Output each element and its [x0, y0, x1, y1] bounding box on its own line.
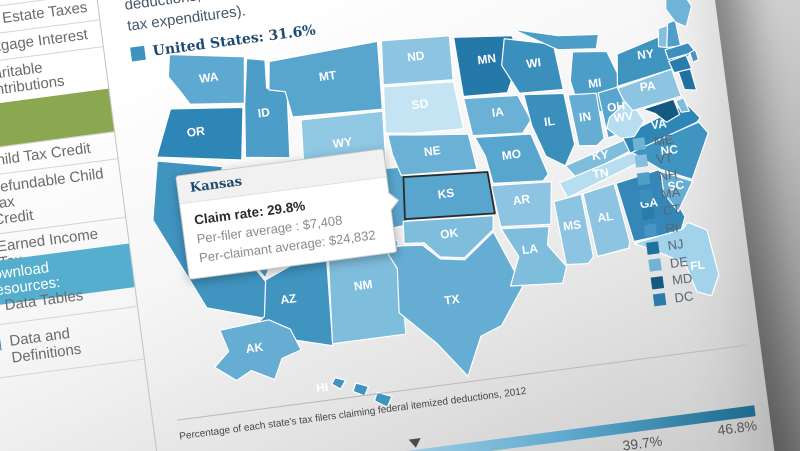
sidebar-resources-list: Data Tables Data and Definitions [0, 271, 145, 399]
legend-label-MA: MA [659, 183, 682, 202]
state-SC[interactable] [660, 167, 696, 213]
state-MS[interactable] [553, 193, 595, 267]
state-FL[interactable] [632, 219, 721, 305]
legend-swatch-ME [632, 137, 646, 151]
state-MO[interactable] [474, 129, 549, 189]
legend-swatch-DE [648, 258, 662, 272]
state-IN[interactable] [567, 91, 605, 148]
legend-swatch-NJ [646, 241, 660, 255]
state-MD[interactable] [642, 98, 681, 126]
state-AK[interactable] [209, 316, 304, 387]
legend-label-NJ: NJ [666, 236, 685, 254]
intro-text: deductions, tax expenditures). [123, 0, 247, 37]
legend-label-VT: VT [655, 149, 674, 167]
state-IA[interactable] [463, 90, 533, 140]
legend-swatch-RI [643, 223, 658, 238]
legend-swatch-MD [650, 275, 665, 290]
state-TX[interactable] [383, 229, 533, 385]
legend-label-DE: DE [668, 253, 689, 271]
state-OK[interactable] [401, 210, 498, 266]
state-WA[interactable] [165, 45, 250, 113]
legend-swatch-CT [641, 206, 655, 220]
state-OR[interactable] [151, 99, 250, 170]
state-ND[interactable] [377, 32, 455, 89]
main-content: deductions, tax expenditures). United St… [78, 0, 785, 451]
us-average-marker [408, 438, 422, 449]
legend-label-RI: RI [664, 219, 680, 236]
state-MT[interactable] [264, 40, 386, 123]
legend-label-ME: ME [652, 131, 675, 150]
state-HI[interactable] [331, 371, 393, 414]
state-AR[interactable] [490, 178, 556, 231]
state-DE[interactable] [675, 97, 690, 113]
legend-label-CT: CT [662, 201, 682, 219]
state-RI[interactable] [689, 49, 700, 63]
state-SD[interactable] [380, 77, 465, 139]
state-NE[interactable] [387, 124, 478, 181]
scale-label-39: 39.7% [621, 432, 664, 451]
state-label-HI: HI [315, 380, 329, 395]
legend-label-NH: NH [657, 166, 679, 184]
state-ID[interactable] [233, 54, 296, 164]
state-LA[interactable] [500, 221, 569, 290]
legend-label-DC: DC [673, 288, 695, 306]
legend-swatch-MA [639, 189, 653, 203]
state-KS[interactable] [399, 166, 496, 225]
legend-swatch-NH [636, 171, 651, 186]
legend-label-MD: MD [671, 270, 694, 289]
legend-swatch-DC [652, 293, 667, 307]
document-icon [0, 334, 2, 352]
state-ME[interactable] [663, 0, 694, 29]
state-CT[interactable] [667, 54, 693, 74]
state-AL[interactable] [582, 183, 631, 258]
legend-swatch-VT [634, 154, 649, 168]
